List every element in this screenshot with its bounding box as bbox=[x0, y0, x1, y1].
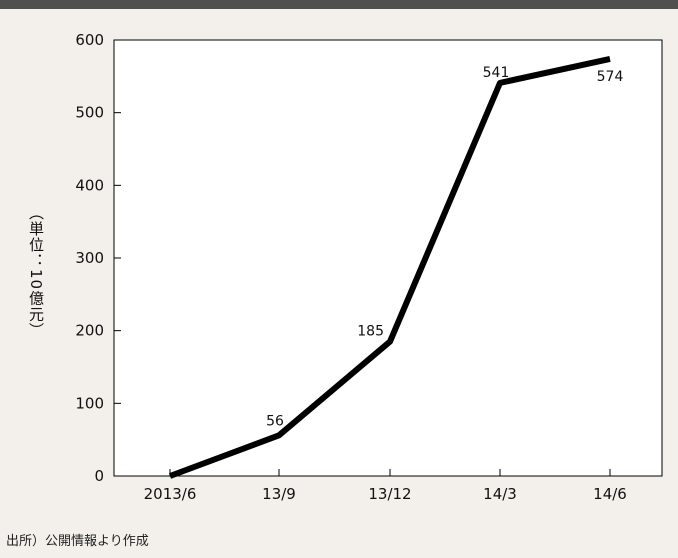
y-axis-label: （単位：10億元） bbox=[27, 205, 45, 339]
data-label: 185 bbox=[357, 324, 384, 340]
data-labels: 56 185 541 574 bbox=[266, 65, 623, 429]
y-tick-label: 300 bbox=[75, 249, 104, 267]
x-tick-label: 2013/6 bbox=[144, 485, 197, 503]
series-line bbox=[168, 55, 611, 479]
x-tick-label: 13/9 bbox=[262, 485, 296, 503]
top-bar bbox=[0, 0, 678, 9]
y-tick-label: 100 bbox=[75, 394, 104, 412]
x-tick-label: 14/3 bbox=[483, 485, 517, 503]
y-tick-label: 400 bbox=[75, 176, 104, 194]
x-tick-label: 13/12 bbox=[368, 485, 411, 503]
data-label: 541 bbox=[483, 65, 510, 81]
plot-area bbox=[113, 39, 663, 477]
y-axis: 0 100 200 300 400 500 600 bbox=[75, 31, 121, 485]
y-tick-label: 0 bbox=[94, 467, 104, 485]
x-tick-label: 14/6 bbox=[593, 485, 627, 503]
y-tick-label: 200 bbox=[75, 322, 104, 340]
data-label: 574 bbox=[597, 69, 624, 85]
y-tick-label: 500 bbox=[75, 104, 104, 122]
x-axis: 2013/6 13/9 13/12 14/3 14/6 bbox=[144, 469, 627, 503]
y-tick-label: 600 bbox=[75, 31, 104, 49]
source-note: 出所）公開情報より作成 bbox=[6, 534, 149, 549]
data-label: 56 bbox=[266, 413, 284, 429]
